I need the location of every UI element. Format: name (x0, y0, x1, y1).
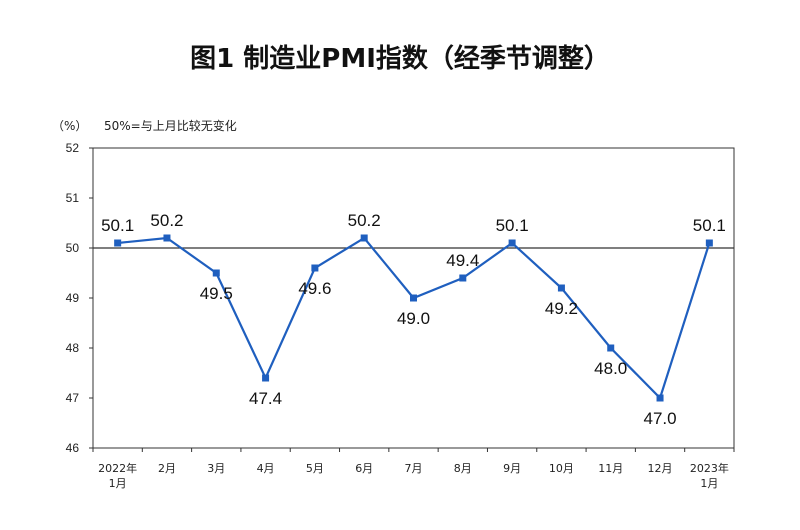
x-tick-label: 7月 (405, 462, 423, 475)
data-label: 50.1 (101, 216, 134, 235)
y-tick-label: 49 (66, 291, 80, 305)
data-label: 49.2 (545, 299, 578, 318)
x-tick-label: 9月 (503, 462, 521, 475)
x-tick-label: 2月 (158, 462, 176, 475)
data-point-marker (212, 269, 220, 277)
y-tick-label: 50 (66, 241, 80, 255)
data-point-marker (656, 394, 664, 402)
x-tick-label: 5月 (306, 462, 324, 475)
data-point-marker (705, 239, 713, 247)
data-point-marker (410, 294, 417, 302)
y-tick-label: 52 (66, 141, 80, 155)
x-tick-label: 2023年 1月 (690, 461, 729, 490)
y-tick-label: 46 (66, 441, 80, 455)
data-point-marker (360, 234, 368, 242)
x-tick-label: 10月 (549, 462, 574, 475)
data-point-marker (459, 274, 467, 282)
data-label: 49.6 (298, 279, 331, 298)
data-point-marker (262, 374, 270, 382)
data-label: 49.4 (446, 251, 479, 270)
data-label: 47.4 (249, 389, 282, 408)
x-tick-label: 6月 (355, 462, 373, 475)
data-point-marker (557, 284, 565, 292)
data-point-marker (508, 239, 516, 247)
chart-title: 图1 制造业PMI指数（经季节调整） (190, 44, 610, 74)
data-point-marker (311, 264, 319, 272)
data-label: 50.2 (348, 211, 381, 230)
data-label: 50.1 (693, 216, 726, 235)
y-tick-label: 47 (66, 391, 80, 405)
reference-note: 50%=与上月比较无变化 (104, 119, 237, 133)
x-tick-label: 8月 (454, 462, 472, 475)
x-tick-label: 4月 (257, 462, 275, 475)
data-label: 48.0 (594, 359, 627, 378)
y-tick-label: 51 (66, 191, 80, 205)
x-tick-label: 12月 (648, 462, 673, 475)
x-tick-label: 3月 (207, 462, 225, 475)
data-point-marker (163, 234, 171, 242)
x-tick-label: 2022年 1月 (98, 461, 137, 490)
x-tick-label: 11月 (598, 462, 623, 475)
data-label: 49.0 (397, 309, 430, 328)
y-unit-label: （%） (52, 119, 88, 133)
data-point-marker (607, 344, 615, 352)
data-label: 50.1 (496, 216, 529, 235)
y-tick-label: 48 (66, 341, 80, 355)
data-label: 47.0 (643, 409, 676, 428)
data-point-marker (114, 239, 122, 247)
data-label: 49.5 (200, 284, 233, 303)
data-label: 50.2 (150, 211, 183, 230)
